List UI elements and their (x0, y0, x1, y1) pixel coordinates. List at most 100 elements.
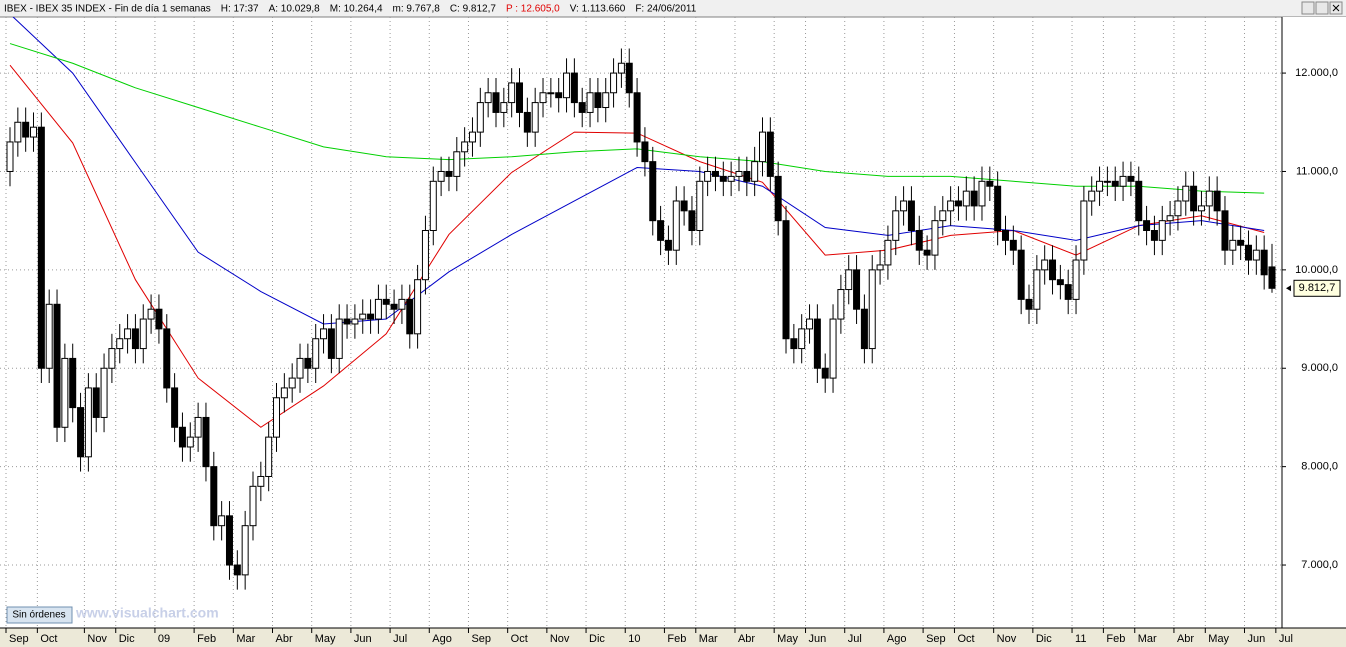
candle-body (1049, 259, 1057, 281)
candle-body (1221, 210, 1229, 251)
candle-body (69, 357, 77, 409)
x-tick-label: Feb (1106, 633, 1125, 645)
candle-body (359, 313, 367, 320)
candle-body (563, 72, 571, 99)
candle-body (1244, 244, 1252, 261)
header-item: M: 10.264,4 (330, 4, 383, 15)
candle-body (171, 387, 179, 428)
x-tick-label: Ago (887, 633, 907, 645)
x-tick-label: Abr (276, 633, 293, 645)
candle-body (900, 200, 908, 212)
x-tick-label: May (777, 633, 798, 645)
candle-body (1096, 180, 1104, 192)
candle-body (1237, 239, 1245, 246)
candle-body (962, 190, 970, 207)
x-tick-label: Dic (1036, 633, 1052, 645)
header-item: m: 9.767,8 (393, 4, 441, 15)
moving-average (12, 17, 1265, 325)
candle-body (1268, 266, 1276, 289)
candle-body (453, 151, 461, 177)
candle-body (178, 426, 186, 448)
candle-body (578, 102, 586, 113)
candle-body (664, 239, 672, 251)
candle-body (1229, 239, 1237, 251)
candle-body (273, 397, 281, 438)
y-tick-label: 10.000,0 (1295, 264, 1338, 276)
candle-body (84, 387, 92, 458)
candle-body (225, 515, 233, 566)
candle-body (257, 475, 265, 487)
minimize-button[interactable] (1301, 1, 1315, 15)
x-tick-label: Nov (997, 633, 1017, 645)
orders-button[interactable] (6, 606, 73, 624)
candle-body (351, 318, 359, 325)
header-item: V: 1.113.660 (570, 4, 626, 15)
x-tick-label: Oct (511, 633, 528, 645)
header-item: P : 12.605,0 (506, 4, 560, 15)
x-tick-label: Sep (471, 633, 491, 645)
candle-body (124, 328, 132, 340)
candle-body (241, 525, 249, 576)
candle-body (53, 303, 61, 428)
candle-body (445, 170, 453, 177)
candle-body (1127, 175, 1135, 182)
candle-body (100, 367, 108, 418)
last-price-arrow (1286, 285, 1291, 292)
candle-body (696, 180, 704, 232)
candle-body (1197, 205, 1205, 212)
candle-body (845, 269, 853, 291)
candle-body (288, 377, 296, 389)
x-tick-label: 10 (628, 633, 640, 645)
header-item: IBEX - IBEX 35 INDEX - Fin de día 1 sema… (4, 4, 211, 15)
candle-body (594, 92, 602, 109)
candle-body (829, 318, 837, 379)
candle-body (406, 298, 414, 335)
candle-body (265, 436, 273, 477)
header-item: C: 9.812,7 (450, 4, 497, 15)
candle-body (61, 357, 69, 428)
y-tick-label: 12.000,0 (1295, 67, 1338, 79)
window-buttons[interactable] (1301, 1, 1343, 15)
candle-body (1166, 215, 1174, 222)
candle-body (1088, 190, 1096, 202)
header-bar (0, 0, 1346, 17)
candle-body (751, 161, 759, 182)
candle-body (813, 318, 821, 369)
x-tick-label: Jul (848, 633, 862, 645)
candle-body (711, 170, 719, 177)
candle-body (30, 126, 38, 138)
candle-body (986, 180, 994, 187)
maximize-button[interactable] (1315, 1, 1329, 15)
candle-body (194, 416, 202, 438)
x-axis-panel (0, 628, 1346, 647)
header-item: H: 17:37 (221, 4, 259, 15)
header-item: F: 24/06/2011 (635, 4, 696, 15)
candle-body (1252, 249, 1260, 261)
candle-body (398, 298, 406, 310)
x-tick-label: Sep (926, 633, 946, 645)
candle-body (461, 141, 469, 153)
candle-body (484, 92, 492, 104)
candle-body (1103, 180, 1111, 183)
candle-body (954, 200, 962, 207)
candle-body (625, 62, 633, 94)
candle-body (343, 318, 351, 325)
candle-body (610, 72, 618, 94)
x-tick-label: Nov (87, 633, 107, 645)
candle-body (421, 230, 429, 281)
candle-body (766, 131, 774, 177)
candle-body (743, 170, 751, 182)
header-item: A: 10.029,8 (269, 4, 321, 15)
candle-body (806, 318, 814, 330)
candle-body (947, 200, 955, 212)
candle-body (633, 92, 641, 143)
candle-body (1033, 269, 1041, 310)
candle-body (304, 357, 312, 369)
candle-body (641, 141, 649, 163)
candle-body (735, 170, 743, 177)
candle-body (539, 92, 547, 104)
candle-body (1205, 190, 1213, 207)
candle-body (555, 92, 563, 99)
